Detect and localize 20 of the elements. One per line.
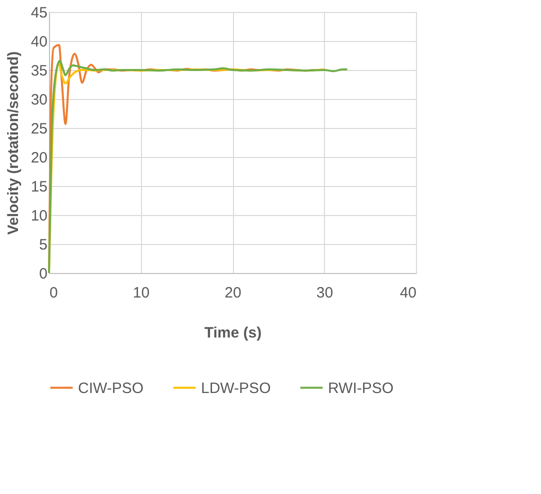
x-tick-label: 20 <box>224 284 242 302</box>
x-tick-label: 30 <box>316 284 334 302</box>
legend-label: LDW-PSO <box>201 380 271 397</box>
y-tick-label: 15 <box>30 178 48 196</box>
y-tick-label: 10 <box>30 208 48 224</box>
y-tick-label: 45 <box>30 4 48 22</box>
y-axis-title: Velocity (rotation/second) <box>4 51 22 235</box>
y-tick-label: 30 <box>30 92 48 108</box>
y-tick-label: 0 <box>39 266 48 282</box>
legend-label: RWI-PSO <box>328 380 394 397</box>
y-tick-label: 20 <box>30 150 48 166</box>
y-tick-label: 5 <box>39 236 48 254</box>
x-tick-label: 40 <box>400 284 416 302</box>
y-tick-label: 35 <box>30 62 48 80</box>
y-tick-label: 40 <box>30 34 48 50</box>
legend-label: CIW-PSO <box>78 380 144 397</box>
y-tick-label: 25 <box>30 120 48 138</box>
x-tick-label: 0 <box>50 284 58 302</box>
x-tick-label: 10 <box>132 284 150 302</box>
x-axis-title: Time (s) <box>204 324 262 342</box>
